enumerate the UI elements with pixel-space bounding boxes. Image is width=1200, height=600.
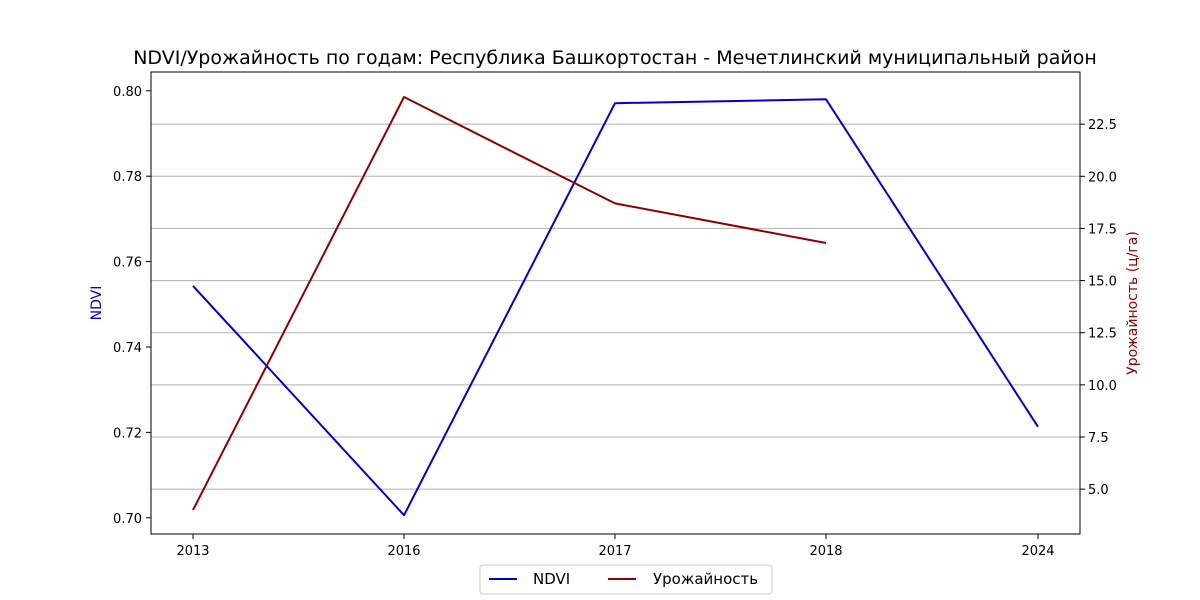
y-left-tick-label: 0.74 <box>113 341 142 356</box>
series-line-0 <box>192 98 1039 517</box>
y-axis-right-title: Урожайность (ц/га) <box>1125 231 1141 375</box>
plot-frame <box>150 71 1081 535</box>
y-right-tick-label: 15.0 <box>1088 275 1117 290</box>
x-tick-label: 2013 <box>176 544 209 559</box>
y-right-tick-label: 10.0 <box>1088 379 1117 394</box>
legend: NDVI Урожайность <box>479 564 773 595</box>
y-right-tick-label: 22.5 <box>1088 118 1117 133</box>
x-tick-label: 2017 <box>598 544 631 559</box>
grid-lines <box>151 123 1080 490</box>
chart-title: NDVI/Урожайность по годам: Республика Ба… <box>133 47 1097 69</box>
series-layer <box>192 96 1039 517</box>
x-tick-label: 2016 <box>387 544 420 559</box>
y-axis-left-title: NDVI <box>89 286 105 321</box>
y-right-tick-label: 12.5 <box>1088 327 1117 342</box>
series-line-1 <box>192 96 827 511</box>
y-left-tick-label: 0.72 <box>113 426 142 441</box>
y-axis-right: 5.0 7.5 10.0 12.5 15.0 17.5 20.0 22.5 <box>1080 118 1117 498</box>
x-tick-label: 2024 <box>1021 544 1054 559</box>
legend-label-ndvi: NDVI <box>533 570 570 588</box>
y-right-tick-label: 7.5 <box>1088 431 1109 446</box>
y-right-tick-label: 17.5 <box>1088 222 1117 237</box>
y-left-tick-label: 0.80 <box>113 85 142 100</box>
x-axis: 2013 2016 2017 2018 2024 <box>176 534 1055 559</box>
legend-label-yield: Урожайность <box>653 570 758 588</box>
y-axis-left: 0.70 0.72 0.74 0.76 0.78 0.80 <box>113 85 151 527</box>
y-right-tick-label: 5.0 <box>1088 483 1109 498</box>
y-left-tick-label: 0.70 <box>113 512 142 527</box>
y-left-tick-label: 0.76 <box>113 256 142 271</box>
x-tick-label: 2018 <box>809 544 842 559</box>
y-left-tick-label: 0.78 <box>113 170 142 185</box>
y-right-tick-label: 20.0 <box>1088 170 1117 185</box>
